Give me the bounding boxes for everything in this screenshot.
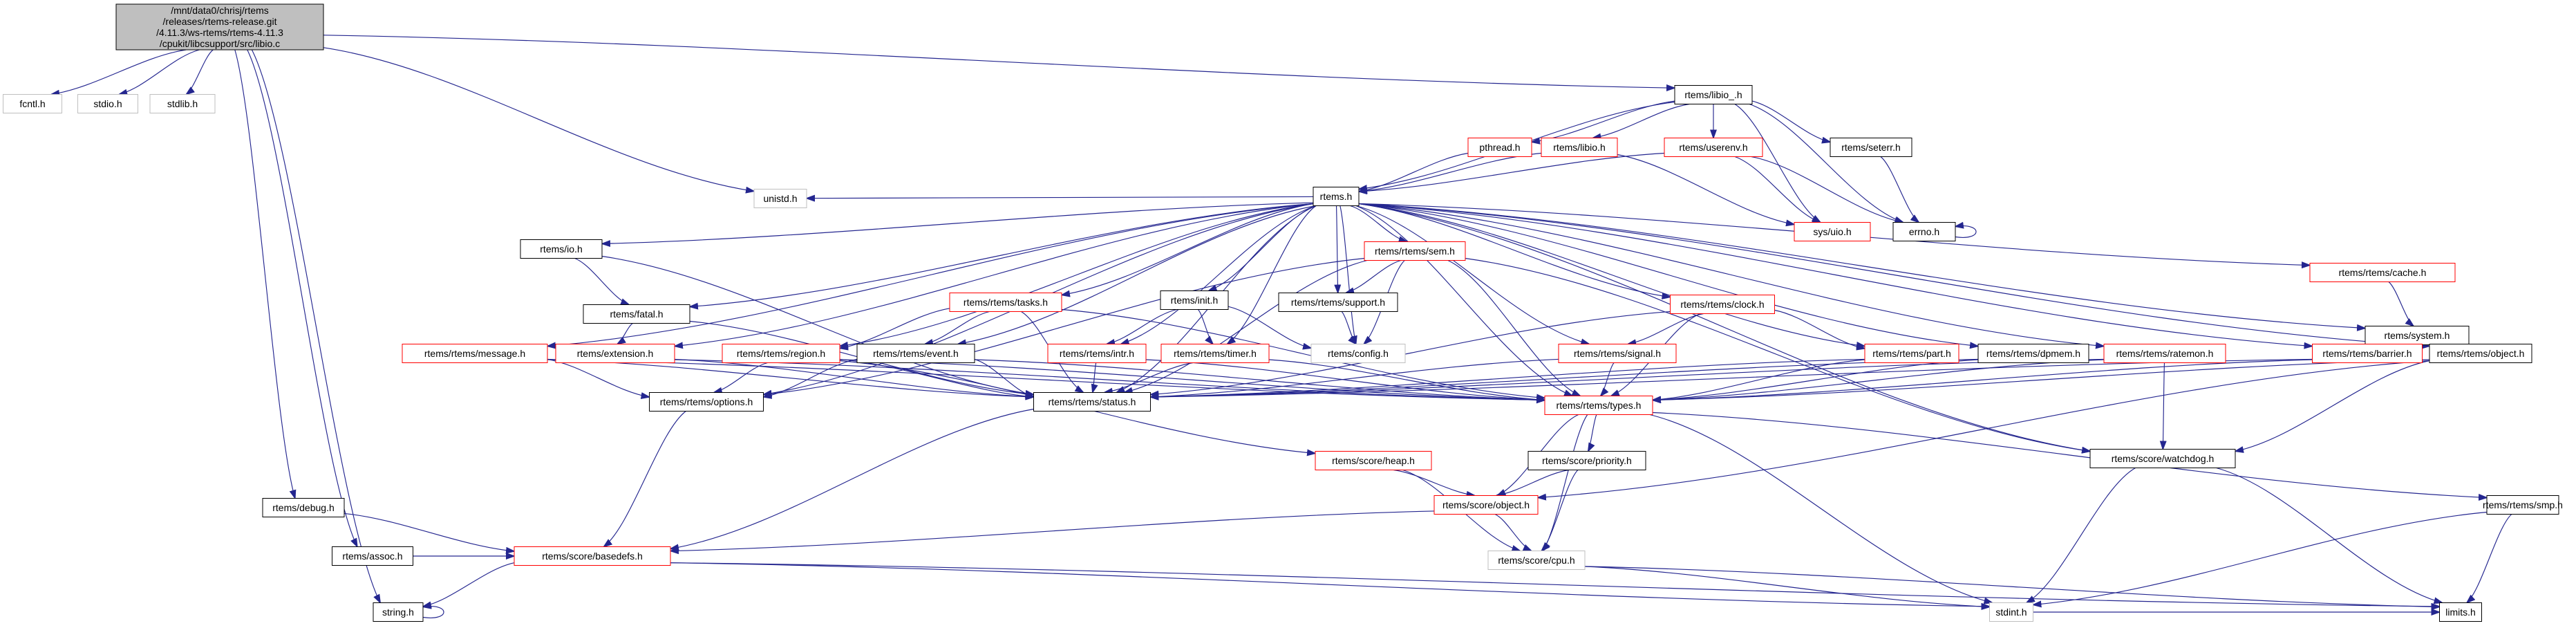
svg-text:rtems/init.h: rtems/init.h <box>1171 295 1218 306</box>
svg-text:rtems/rtems/message.h: rtems/rtems/message.h <box>424 348 525 359</box>
svg-text:rtems/rtems/barrier.h: rtems/rtems/barrier.h <box>2322 348 2412 359</box>
svg-text:pthread.h: pthread.h <box>1479 142 1520 153</box>
svg-text:stdio.h: stdio.h <box>93 98 122 109</box>
svg-text:/4.11.3/ws-rtems/rtems-4.11.3: /4.11.3/ws-rtems/rtems-4.11.3 <box>156 27 283 38</box>
svg-text:rtems/rtems/smp.h: rtems/rtems/smp.h <box>2483 499 2563 510</box>
svg-text:rtems/score/heap.h: rtems/score/heap.h <box>1332 455 1415 466</box>
svg-text:fcntl.h: fcntl.h <box>19 98 45 109</box>
svg-text:rtems/rtems/types.h: rtems/rtems/types.h <box>1557 400 1642 411</box>
svg-text:errno.h: errno.h <box>1909 226 1939 237</box>
svg-text:rtems/rtems/signal.h: rtems/rtems/signal.h <box>1574 348 1661 359</box>
svg-text:rtems/rtems/options.h: rtems/rtems/options.h <box>660 396 753 407</box>
svg-text:rtems/rtems/region.h: rtems/rtems/region.h <box>737 348 825 359</box>
svg-text:rtems/rtems/intr.h: rtems/rtems/intr.h <box>1060 348 1134 359</box>
svg-text:rtems/rtems/dpmem.h: rtems/rtems/dpmem.h <box>1986 348 2080 359</box>
svg-text:rtems/rtems/event.h: rtems/rtems/event.h <box>873 348 959 359</box>
svg-text:rtems/seterr.h: rtems/seterr.h <box>1841 142 1901 153</box>
svg-text:rtems/rtems/object.h: rtems/rtems/object.h <box>2437 348 2525 359</box>
svg-text:rtems/debug.h: rtems/debug.h <box>272 502 335 513</box>
svg-text:rtems/fatal.h: rtems/fatal.h <box>610 308 663 320</box>
svg-text:rtems/rtems/cache.h: rtems/rtems/cache.h <box>2339 267 2427 278</box>
svg-text:rtems/rtems/part.h: rtems/rtems/part.h <box>1872 348 1951 359</box>
svg-text:rtems/score/cpu.h: rtems/score/cpu.h <box>1498 555 1574 566</box>
svg-text:rtems/rtems/support.h: rtems/rtems/support.h <box>1291 297 1385 308</box>
svg-text:rtems/rtems/ratemon.h: rtems/rtems/ratemon.h <box>2116 348 2214 359</box>
svg-text:string.h: string.h <box>382 607 414 618</box>
svg-text:/cpukit/libcsupport/src/libio.: /cpukit/libcsupport/src/libio.c <box>160 38 280 49</box>
svg-text:sys/uio.h: sys/uio.h <box>1813 226 1851 237</box>
svg-text:/mnt/data0/chrisj/rtems: /mnt/data0/chrisj/rtems <box>171 5 269 16</box>
svg-text:rtems/system.h: rtems/system.h <box>2385 330 2450 341</box>
svg-text:rtems/rtems/status.h: rtems/rtems/status.h <box>1049 396 1136 407</box>
svg-text:rtems.h: rtems.h <box>1320 191 1353 202</box>
svg-text:/releases/rtems-release.git: /releases/rtems-release.git <box>163 16 277 27</box>
svg-text:rtems/score/priority.h: rtems/score/priority.h <box>1542 455 1632 466</box>
svg-text:rtems/score/watchdog.h: rtems/score/watchdog.h <box>2112 453 2215 464</box>
svg-text:rtems/assoc.h: rtems/assoc.h <box>342 551 402 562</box>
svg-text:rtems/rtems/clock.h: rtems/rtems/clock.h <box>1680 299 1764 310</box>
svg-text:rtems/libio_.h: rtems/libio_.h <box>1684 89 1742 100</box>
svg-text:rtems/extension.h: rtems/extension.h <box>577 348 654 359</box>
svg-text:rtems/rtems/timer.h: rtems/rtems/timer.h <box>1174 348 1257 359</box>
svg-text:limits.h: limits.h <box>2445 607 2476 618</box>
svg-text:rtems/io.h: rtems/io.h <box>540 243 582 255</box>
svg-text:unistd.h: unistd.h <box>763 193 797 204</box>
svg-text:stdint.h: stdint.h <box>1995 607 2027 618</box>
svg-text:rtems/config.h: rtems/config.h <box>1328 348 1389 359</box>
svg-text:rtems/rtems/tasks.h: rtems/rtems/tasks.h <box>963 297 1048 308</box>
svg-text:rtems/rtems/sem.h: rtems/rtems/sem.h <box>1375 246 1455 257</box>
svg-text:rtems/libio.h: rtems/libio.h <box>1553 142 1605 153</box>
svg-text:rtems/score/object.h: rtems/score/object.h <box>1442 499 1530 510</box>
svg-text:rtems/userenv.h: rtems/userenv.h <box>1679 142 1747 153</box>
svg-text:rtems/score/basedefs.h: rtems/score/basedefs.h <box>542 551 643 562</box>
svg-text:stdlib.h: stdlib.h <box>167 98 198 109</box>
